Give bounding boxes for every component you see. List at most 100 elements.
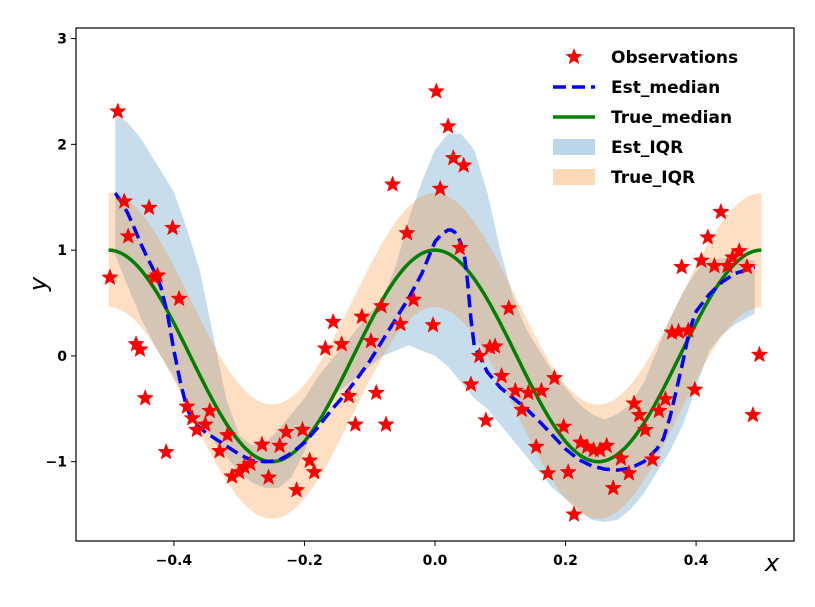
observation-point (699, 228, 717, 245)
legend-label: True_median (611, 108, 732, 128)
iqr-bands (108, 112, 762, 522)
observation-point (630, 405, 649, 423)
observation-point (183, 409, 201, 426)
observation-point (241, 454, 260, 472)
observation-point (513, 400, 531, 418)
observation-point (539, 464, 557, 481)
legend-label: Observations (611, 48, 738, 68)
observation-point (109, 102, 127, 119)
y-tick-label: 1 (57, 243, 67, 259)
observation-point (730, 241, 748, 259)
x-axis-ticks: −0.4 −0.2 0.0 0.2 0.4 (156, 541, 709, 569)
observation-point (692, 251, 711, 269)
legend-entry: Est_median (553, 78, 720, 98)
observation-point (157, 442, 175, 460)
observation-point (750, 345, 769, 363)
observation-point (650, 401, 668, 419)
legend-swatch-iqr (553, 139, 595, 155)
y-tick-label: 0 (57, 349, 67, 365)
observation-point (545, 368, 564, 386)
observation-point (362, 331, 380, 349)
observation-point (604, 478, 622, 496)
observation-point (532, 381, 551, 399)
observation-point (679, 321, 697, 338)
observation-point (300, 451, 319, 469)
observation-point (519, 383, 538, 401)
observation-point (620, 464, 638, 481)
observation-point (332, 335, 351, 352)
observation-point (462, 375, 480, 392)
observation-point (738, 257, 756, 275)
observation-point (293, 420, 312, 438)
observation-point (427, 82, 446, 99)
observation-point (506, 381, 525, 399)
observation-point (115, 192, 134, 209)
legend-entry: Est_IQR (553, 138, 683, 158)
x-tick-label: −0.4 (156, 553, 193, 569)
legend: Observations Est_median True_median Est_IQR… (553, 48, 738, 188)
observation-point (383, 175, 402, 192)
observation-point (277, 422, 295, 440)
observation-point (218, 425, 237, 443)
observation-point (259, 468, 278, 485)
observation-point (346, 415, 365, 433)
legend-entry: Observations (565, 48, 738, 68)
observation-point (367, 383, 385, 401)
observation-point (712, 202, 730, 220)
observation-point (140, 198, 158, 216)
observation-point (477, 411, 495, 428)
observation-point (170, 289, 188, 307)
est-iqr-band (115, 112, 755, 522)
observation-point (744, 405, 762, 423)
observation-point (324, 312, 342, 330)
observation-point (287, 480, 306, 498)
observation-point (672, 257, 691, 275)
observation-point (178, 397, 196, 415)
x-tick-label: 0.4 (684, 553, 709, 569)
observation-point (270, 436, 289, 454)
observation-point (372, 296, 391, 314)
observation-point (404, 290, 423, 308)
observation-point (718, 256, 737, 274)
observation-point (486, 337, 504, 354)
observation-point (656, 390, 675, 407)
x-tick-label: 0.0 (423, 553, 448, 569)
x-tick-label: −0.2 (286, 553, 323, 569)
observation-point (353, 307, 371, 325)
observation-point (377, 415, 395, 433)
observation-point (492, 366, 511, 384)
y-tick-label: −1 (46, 455, 67, 471)
observation-point (119, 227, 137, 244)
observation-point (527, 437, 545, 455)
legend-entry: True_IQR (553, 168, 695, 188)
observation-point (391, 314, 410, 332)
observation-point (612, 449, 630, 466)
observation-point (424, 316, 442, 333)
y-tick-label: 2 (57, 137, 67, 153)
observation-point (305, 463, 323, 480)
observation-point (131, 340, 149, 357)
y-axis-label: y (24, 276, 52, 292)
observation-point (398, 223, 416, 241)
legend-label: True_IQR (611, 168, 695, 188)
legend-swatch-observations (565, 48, 583, 65)
observation-point (148, 266, 167, 283)
observation-point (253, 435, 271, 453)
observation-point (316, 339, 335, 356)
observation-point (636, 420, 654, 438)
observation-point (451, 238, 469, 256)
observation-point (201, 401, 219, 419)
x-tick-label: 0.2 (553, 553, 578, 569)
legend-swatch-iqr (553, 169, 595, 185)
observation-points (101, 82, 769, 522)
observation-point (431, 179, 449, 197)
observation-point (210, 441, 229, 459)
observation-point (686, 380, 704, 398)
y-axis-ticks: −1 0 1 2 3 (46, 32, 76, 471)
y-tick-label: 3 (57, 32, 67, 48)
x-axis-label: x (764, 549, 780, 577)
observation-point (163, 218, 182, 236)
observation-point (500, 299, 518, 316)
observation-point (444, 148, 463, 166)
